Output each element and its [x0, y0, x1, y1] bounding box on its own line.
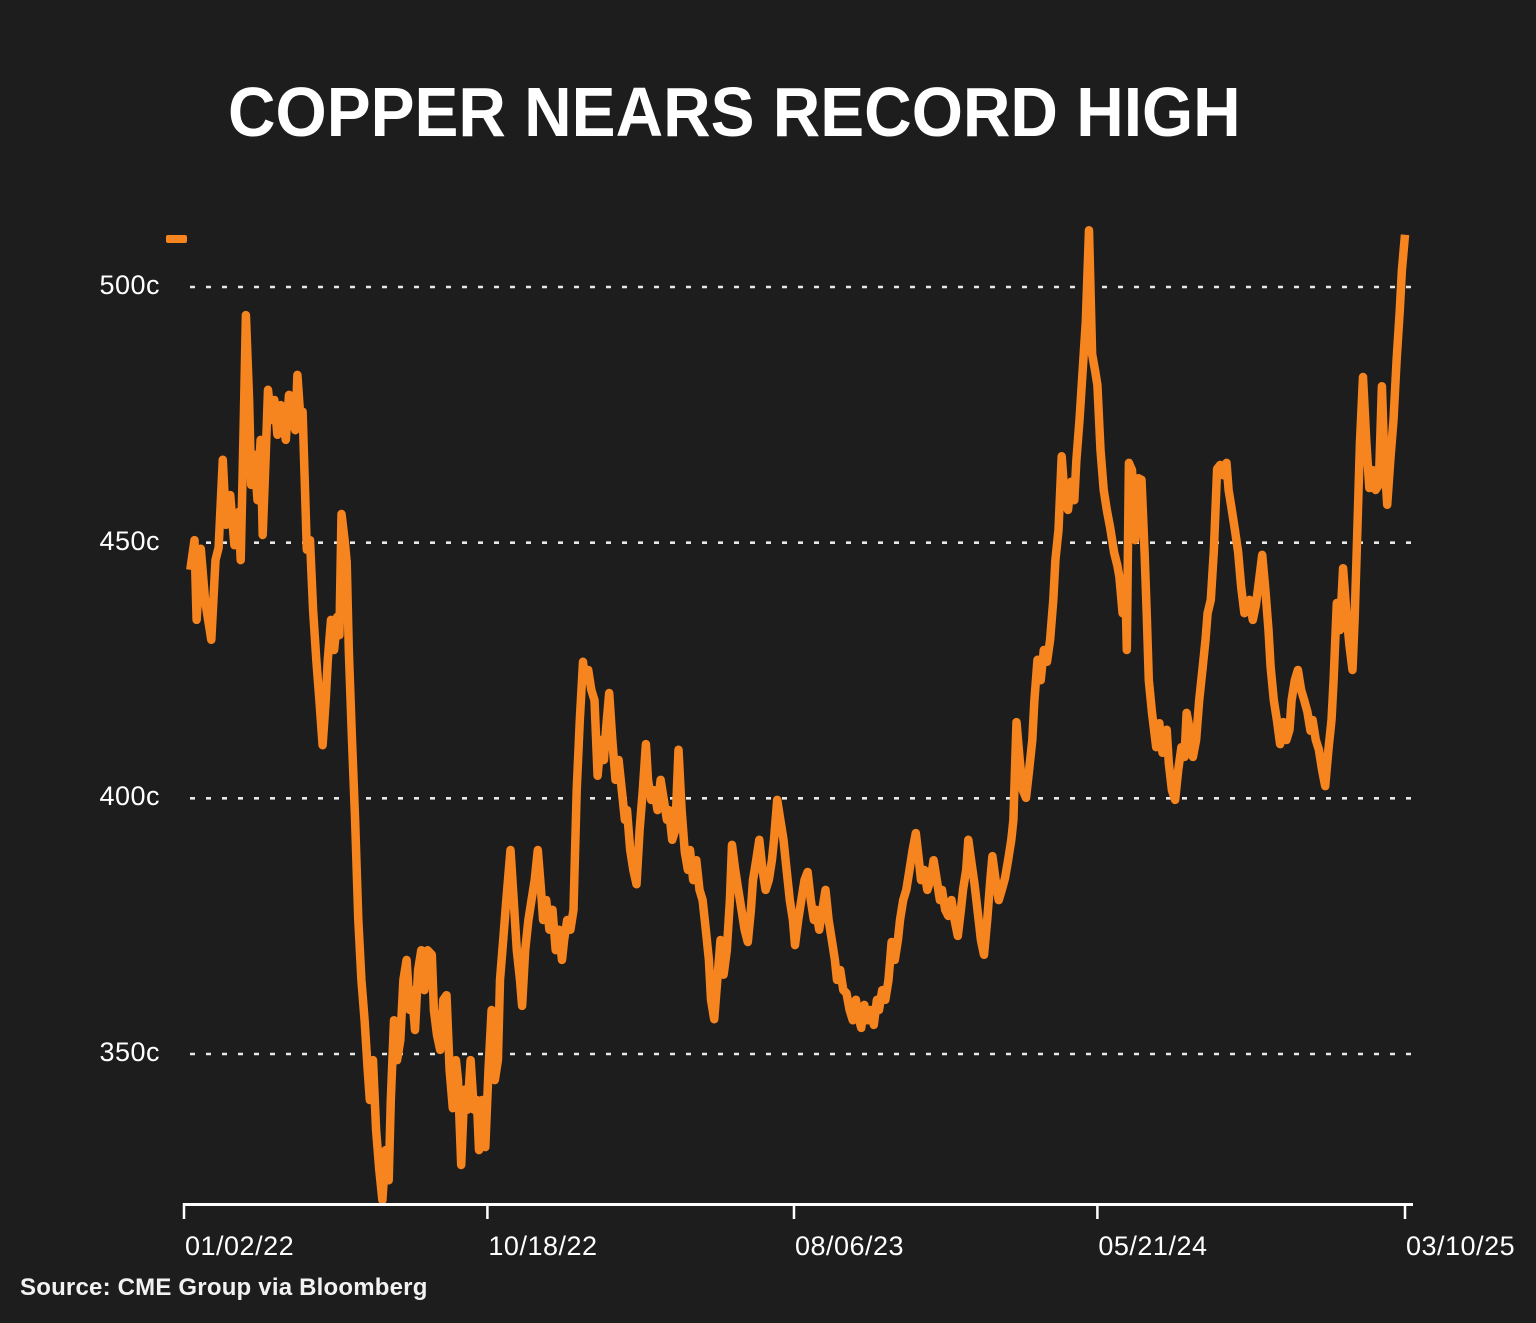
chart-title: COPPER NEARS RECORD HIGH	[228, 73, 1241, 151]
x-axis-label: 03/10/25	[1406, 1231, 1516, 1261]
y-axis-label: 350c	[99, 1037, 160, 1067]
x-axis-label: 05/21/24	[1098, 1231, 1208, 1261]
x-axis-label: 08/06/23	[794, 1231, 905, 1261]
source-note: Source: CME Group via Bloomberg	[20, 1274, 428, 1301]
y-axis-label: 500c	[99, 270, 160, 300]
grid-lines	[190, 285, 1412, 1056]
x-axis-label: 10/18/22	[488, 1231, 598, 1261]
legend-line-marker	[166, 235, 187, 243]
y-axis-label: 450c	[99, 525, 160, 556]
x-axis-label: 01/02/22	[185, 1231, 295, 1261]
y-axis-label: 400c	[99, 781, 160, 812]
price-line	[186, 225, 1410, 1205]
x-axis-ticks	[182, 1203, 1407, 1219]
